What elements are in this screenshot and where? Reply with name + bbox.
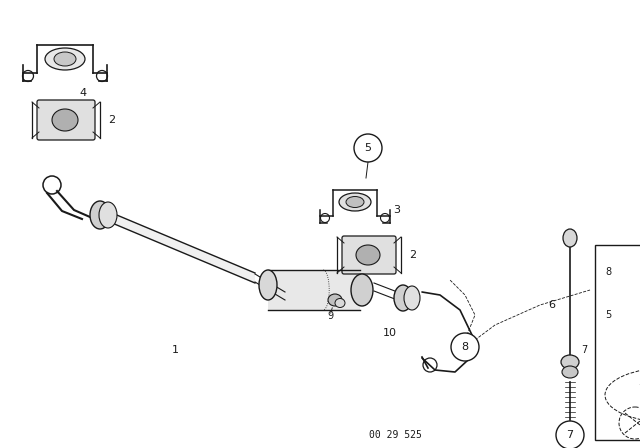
Ellipse shape: [54, 52, 76, 66]
Text: 9: 9: [327, 311, 333, 321]
Ellipse shape: [328, 294, 342, 306]
Text: 00 29 525: 00 29 525: [369, 430, 421, 440]
Ellipse shape: [339, 193, 371, 211]
Text: 2: 2: [410, 250, 417, 260]
Circle shape: [556, 421, 584, 448]
Text: 1: 1: [172, 345, 179, 355]
Ellipse shape: [356, 245, 380, 265]
Ellipse shape: [561, 355, 579, 369]
Text: 4: 4: [79, 88, 86, 98]
Text: 5: 5: [365, 143, 371, 153]
Ellipse shape: [259, 270, 277, 300]
Ellipse shape: [404, 286, 420, 310]
Ellipse shape: [562, 366, 578, 378]
Circle shape: [451, 333, 479, 361]
Ellipse shape: [90, 201, 110, 229]
Ellipse shape: [335, 298, 345, 307]
Ellipse shape: [45, 48, 85, 70]
Circle shape: [354, 134, 382, 162]
FancyBboxPatch shape: [37, 100, 95, 140]
Text: 3: 3: [394, 205, 401, 215]
Text: 5: 5: [605, 310, 611, 320]
Text: 10: 10: [383, 328, 397, 338]
Ellipse shape: [346, 197, 364, 207]
Bar: [595, 245, 640, 440]
Ellipse shape: [394, 285, 412, 311]
Ellipse shape: [52, 109, 78, 131]
Ellipse shape: [99, 202, 117, 228]
Text: 8: 8: [605, 267, 611, 277]
Bar: [268, 270, 360, 310]
Text: 8: 8: [461, 342, 468, 352]
Ellipse shape: [351, 274, 373, 306]
Text: 7: 7: [566, 430, 573, 440]
Polygon shape: [112, 213, 255, 283]
Ellipse shape: [563, 229, 577, 247]
Text: 6: 6: [548, 300, 556, 310]
FancyBboxPatch shape: [342, 236, 396, 274]
Text: 2: 2: [108, 115, 116, 125]
Text: 7: 7: [581, 345, 587, 355]
